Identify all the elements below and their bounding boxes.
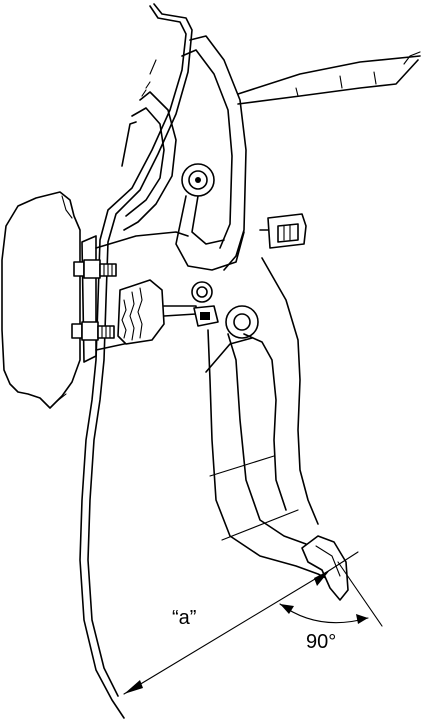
angle-label: 90° [306, 631, 336, 653]
dimension-a-label: “a” [172, 607, 196, 629]
cross-member [237, 51, 421, 105]
dimension-a: “a” [123, 551, 359, 695]
pedal-arm-upper [175, 195, 245, 271]
pivot-bolt [181, 163, 215, 197]
clevis-pin [191, 281, 259, 339]
pedal-arm [205, 257, 331, 581]
brake-light-switch [259, 213, 307, 249]
lower-bolt [71, 321, 115, 341]
pedal-pad [301, 535, 349, 601]
right-angle-marker: 90° [279, 561, 383, 653]
pedal-support-bracket [121, 35, 247, 271]
upper-bolt [73, 259, 117, 279]
brake-booster [1, 191, 81, 409]
push-rod-boot [117, 279, 197, 345]
